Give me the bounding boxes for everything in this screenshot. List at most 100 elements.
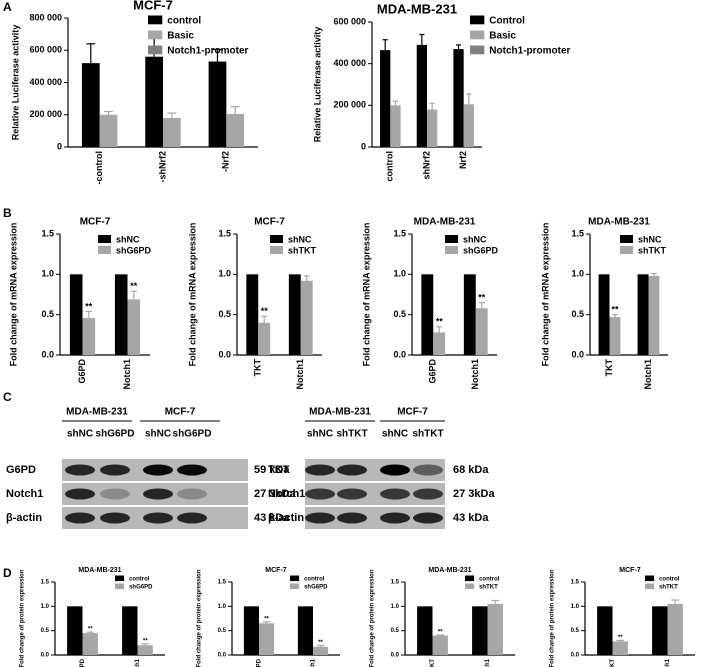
bar [427,109,438,147]
y-tick-label: 200 000 [29,109,62,119]
error-bar [316,644,325,647]
significance: ** [85,301,93,311]
bar [463,104,474,147]
error-bar [262,621,271,624]
significance: ** [130,281,138,291]
legend-swatch [115,575,125,582]
legend-swatch [98,246,111,254]
legend-swatch [445,235,458,243]
y-tick-label: 1.0 [218,604,227,610]
blot-strip [305,483,445,505]
chart-title: MCF-7 [265,567,286,574]
x-tick-label: Notch1 [643,359,653,390]
y-tick-label: 1.0 [391,604,400,610]
x-tick-label: G6PD [77,359,87,384]
chart-title: MDA-MB-231 [377,1,457,16]
y-tick-label: 0.0 [218,653,227,659]
y-tick-label: 600 000 [333,16,366,26]
legend-label: shTKT [479,585,498,591]
significance: ** [611,305,619,315]
bar [472,606,488,655]
blot-band [380,464,410,476]
error-bar [261,315,268,323]
size-label: 59 kDa [254,464,290,476]
chart-title: MCF-7 [254,217,285,228]
bar [122,606,138,655]
bar [463,274,476,355]
legend-label: shNC [288,234,312,244]
y-tick-label: 0 [361,141,366,151]
error-bar [130,290,137,300]
legend-swatch [465,575,475,582]
bar [637,274,649,355]
bar [69,274,83,355]
error-bar [303,275,310,281]
blot-band [143,488,173,500]
blot-band [305,488,335,500]
y-tick-label: 600 000 [29,45,62,55]
blot-band [337,464,367,476]
bar [208,61,227,147]
x-tick-label: TKT [604,359,614,377]
bar [598,274,610,355]
y-axis-label: Fold change of mRNA expression [540,223,550,367]
chart-title: MCF-7 [80,217,111,228]
legend-label: Notch1-promoter [167,46,248,57]
blot-band [177,512,207,524]
blot-band [177,488,207,500]
blot-group: MDA-MB-231 [66,407,128,418]
bar [667,603,683,655]
bar [313,646,329,655]
legend-label: shNC [638,234,662,244]
blot-band [413,464,443,476]
blot-band [65,512,95,524]
lane-label: shG6PD [96,429,135,440]
error-bar [612,314,618,318]
y-tick-label: 0.5 [391,628,400,634]
significance: ** [264,616,269,622]
blot-band [305,512,335,524]
row-label: β-actin [6,512,42,524]
legend-swatch [148,30,163,40]
bar [390,105,401,147]
blot-band [65,464,95,476]
bar [288,274,301,355]
y-axis-label: Fold change of protein expression [20,569,26,667]
y-tick-label: 400 000 [29,77,62,87]
significance: ** [318,640,323,646]
x-tick-label: Notch1 [122,359,132,390]
bar [145,56,163,148]
bar [243,606,259,655]
y-tick-label: 800 000 [29,12,62,22]
legend-swatch [645,583,655,590]
legend-label: shNC [116,234,140,244]
legend-label: control [129,577,150,583]
x-tick-label: Notch1 [295,359,305,390]
error-bar [213,48,222,62]
blot-band [100,488,130,500]
y-axis-label: Fold change of mRNA expression [361,223,371,367]
y-tick-label: 1.5 [391,580,400,586]
error-bar [104,110,113,115]
y-tick-label: 1.0 [571,604,580,610]
error-bar [382,39,388,51]
bar [246,274,259,355]
bar [453,49,464,148]
y-tick-label: 200 000 [333,100,366,110]
bar [612,641,628,655]
blot-band [100,464,130,476]
x-tick-label: G6PD [428,359,438,384]
legend-swatch [465,583,475,590]
bar [137,645,153,655]
error-bar [651,272,657,276]
legend-swatch [645,575,655,582]
legend-swatch [148,45,163,55]
bar [652,606,668,655]
size-label: 43 kDa [453,512,489,524]
y-tick-label: 0.0 [571,653,580,659]
y-tick-label: 0.5 [571,309,584,319]
row-label: β-actin [268,512,304,524]
error-bar [491,599,500,604]
legend-swatch [620,235,633,243]
bar [114,274,128,355]
